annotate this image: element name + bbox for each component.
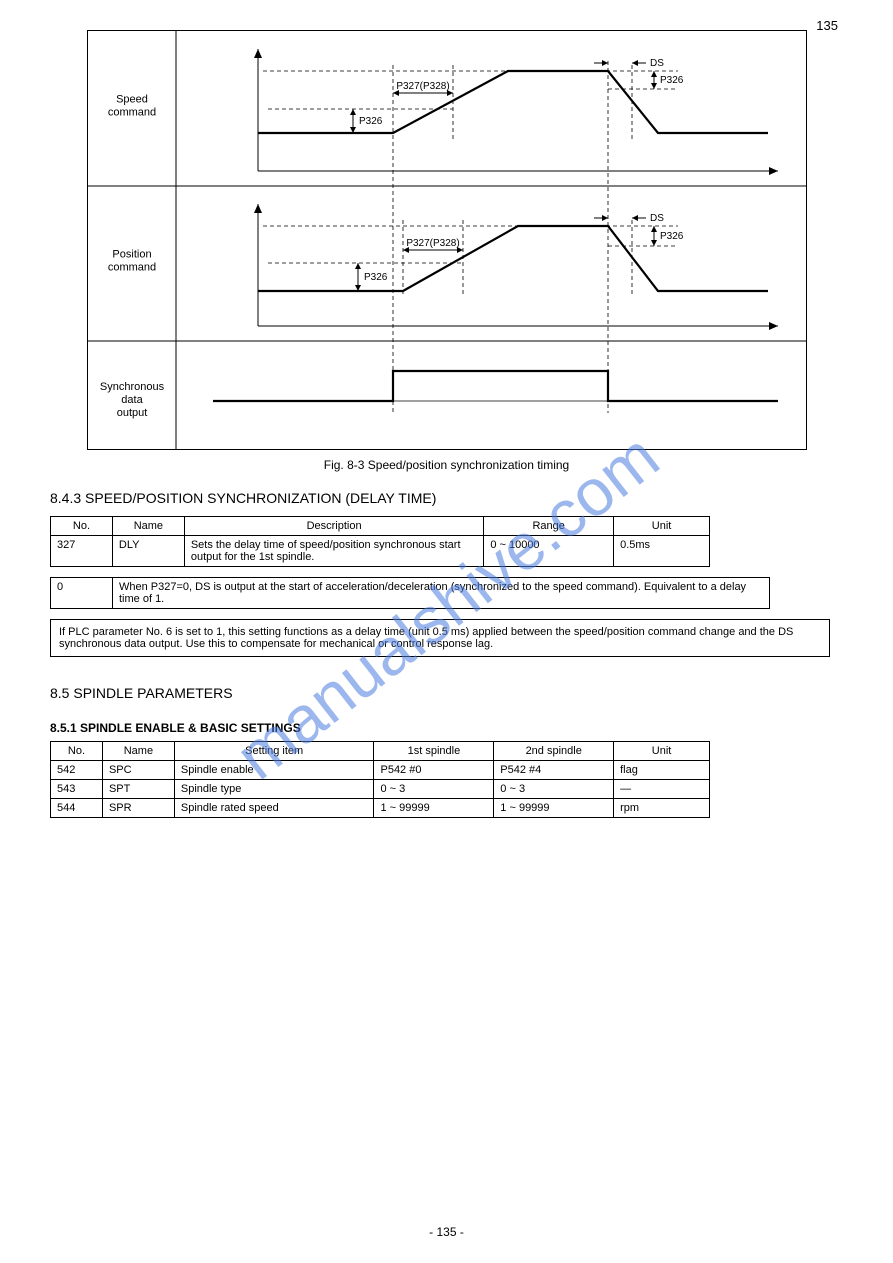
col-header: Unit: [614, 517, 710, 536]
table-p327: No.NameDescriptionRangeUnit 327DLYSets th…: [50, 516, 710, 567]
cell: 543: [51, 780, 103, 799]
heading-8-5-1: 8.5.1 SPINDLE ENABLE & BASIC SETTINGS: [50, 721, 843, 735]
cell: Sets the delay time of speed/position sy…: [184, 536, 483, 567]
cell: 0 ~ 3: [494, 780, 614, 799]
cell: —: [614, 780, 710, 799]
col-header: No.: [51, 517, 113, 536]
figure-caption: Fig. 8-3 Speed/position synchronization …: [50, 458, 843, 472]
cell: 0 ~ 3: [374, 780, 494, 799]
col-header: Setting item: [174, 742, 374, 761]
cell: Spindle type: [174, 780, 374, 799]
cell: 542: [51, 761, 103, 780]
cell: 327: [51, 536, 113, 567]
svg-text:output: output: [116, 407, 147, 419]
svg-text:Position: Position: [112, 249, 151, 261]
svg-text:command: command: [107, 107, 155, 119]
svg-text:Synchronous: Synchronous: [99, 381, 164, 393]
cell: 1 ~ 99999: [494, 799, 614, 818]
svg-text:P327(P328): P327(P328): [406, 238, 459, 249]
timing-diagram-svg: SpeedcommandPositioncommandSynchronousda…: [88, 31, 806, 449]
table-p327-desc: If PLC parameter No. 6 is set to 1, this…: [50, 619, 830, 657]
page-number-top: 135: [816, 18, 838, 33]
cell: If PLC parameter No. 6 is set to 1, this…: [51, 620, 830, 657]
table-spindle-basic: No.NameSetting item1st spindle2nd spindl…: [50, 741, 710, 818]
svg-text:P326: P326: [364, 272, 388, 283]
cell: SPT: [102, 780, 174, 799]
cell: 1 ~ 99999: [374, 799, 494, 818]
col-header: Description: [184, 517, 483, 536]
svg-text:P326: P326: [359, 116, 383, 127]
cell: 544: [51, 799, 103, 818]
col-header: Unit: [614, 742, 710, 761]
cell: 0 ~ 10000: [484, 536, 614, 567]
cell: P542 #4: [494, 761, 614, 780]
svg-text:command: command: [107, 262, 155, 274]
page-footer: - 135 -: [0, 1225, 893, 1239]
cell: Spindle enable: [174, 761, 374, 780]
cell: SPR: [102, 799, 174, 818]
heading-8-4-3: 8.4.3 SPEED/POSITION SYNCHRONIZATION (DE…: [50, 490, 843, 506]
col-header: 1st spindle: [374, 742, 494, 761]
cell: 0: [51, 578, 113, 609]
cell: Spindle rated speed: [174, 799, 374, 818]
col-header: 2nd spindle: [494, 742, 614, 761]
cell: rpm: [614, 799, 710, 818]
cell: DLY: [112, 536, 184, 567]
table-p327-note: 0When P327=0, DS is output at the start …: [50, 577, 770, 609]
cell: When P327=0, DS is output at the start o…: [113, 578, 770, 609]
svg-text:Speed: Speed: [116, 94, 148, 106]
cell: P542 #0: [374, 761, 494, 780]
figure-8-3: SpeedcommandPositioncommandSynchronousda…: [87, 30, 807, 450]
cell: 0.5ms: [614, 536, 710, 567]
heading-8-5: 8.5 SPINDLE PARAMETERS: [50, 685, 843, 701]
svg-text:P326: P326: [660, 75, 684, 86]
svg-text:data: data: [121, 394, 143, 406]
svg-text:DS: DS: [650, 58, 664, 69]
col-header: Name: [112, 517, 184, 536]
svg-text:DS: DS: [650, 213, 664, 224]
cell: SPC: [102, 761, 174, 780]
cell: flag: [614, 761, 710, 780]
svg-text:P326: P326: [660, 231, 684, 242]
col-header: Range: [484, 517, 614, 536]
col-header: Name: [102, 742, 174, 761]
col-header: No.: [51, 742, 103, 761]
svg-text:P327(P328): P327(P328): [396, 81, 449, 92]
